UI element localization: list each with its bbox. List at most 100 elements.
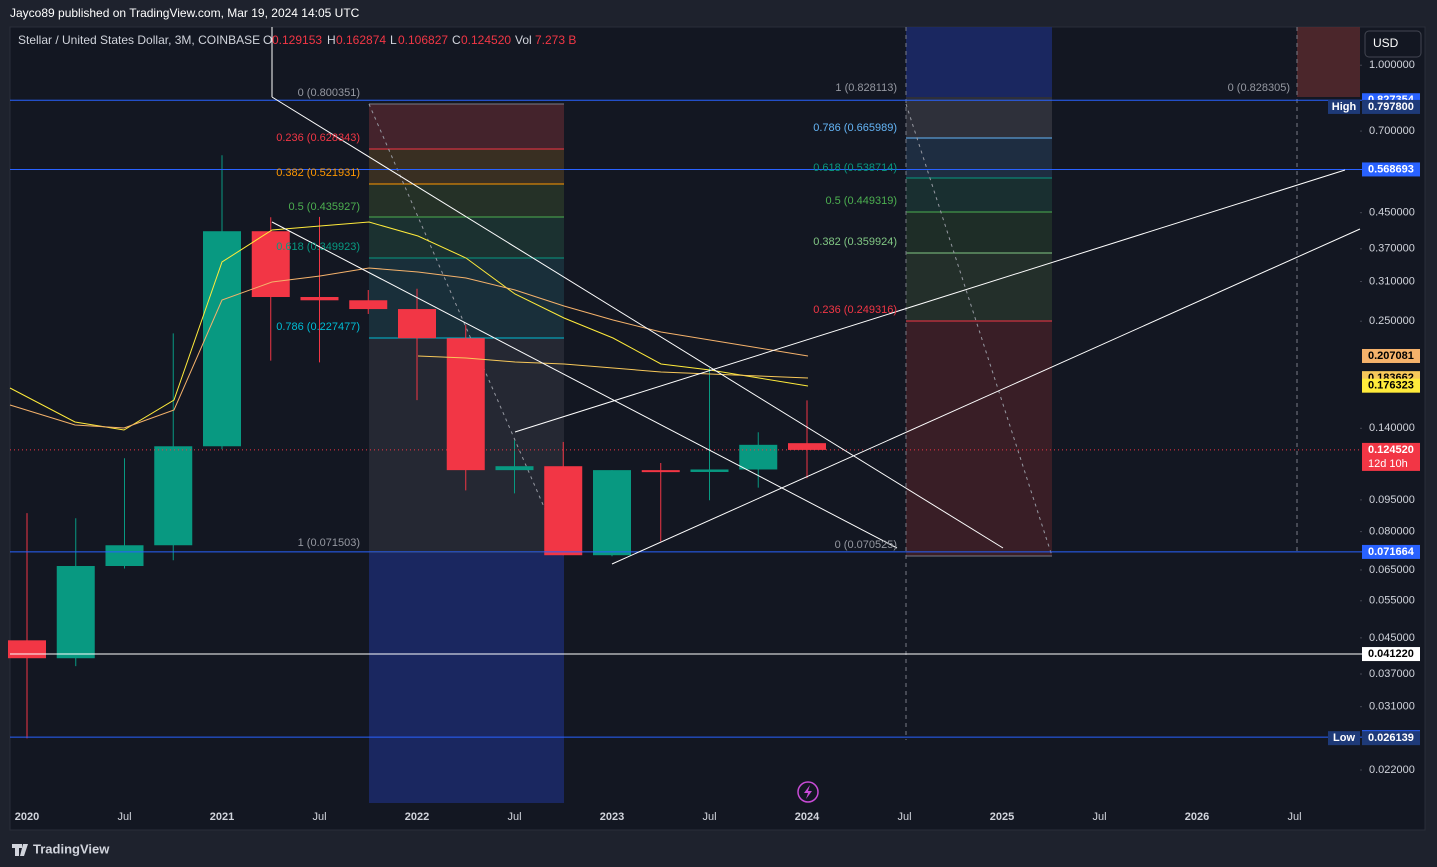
fib-zone (369, 149, 564, 184)
fib-label: 0.618 (0.538714) (813, 162, 897, 174)
y-tick-label: 0.095000 (1369, 494, 1415, 506)
fib-zone (906, 178, 1052, 212)
y-tick-label: 0.370000 (1369, 243, 1415, 255)
price-label: 0.797800 (1368, 101, 1414, 113)
y-tick-label: 0.055000 (1369, 595, 1415, 607)
currency-button[interactable] (1364, 30, 1422, 58)
candle-body (788, 443, 826, 450)
y-tick-label: 0.037000 (1369, 668, 1415, 680)
price-tag-bg (1328, 99, 1360, 114)
drawings (368, 27, 1360, 803)
fib-label: 1 (0.071503) (298, 537, 360, 549)
event-icon[interactable] (797, 781, 819, 803)
fib-label: 0 (0.070525) (835, 539, 897, 551)
fib-zone (369, 104, 564, 149)
y-tick-label: 0.080000 (1369, 526, 1415, 538)
candle-body (739, 444, 778, 470)
price-label-bg (1362, 99, 1420, 114)
ohlc-tag: C (452, 33, 461, 47)
trend-line (611, 228, 1361, 565)
ohlc-value: 0.106827 (398, 33, 448, 47)
x-tick-label: 2023 (600, 811, 624, 823)
x-tick-label: 2025 (990, 811, 1014, 823)
fib-label: 0.618 (0.349923) (276, 241, 360, 253)
x-tick-label: Jul (1287, 811, 1301, 823)
footer: TradingView (33, 841, 110, 856)
currency[interactable]: USD (1373, 36, 1399, 50)
candle-body (398, 309, 436, 339)
x-tick-label: 2024 (795, 811, 820, 823)
fib-label: 0.236 (0.249316) (813, 304, 897, 316)
logo (12, 844, 28, 856)
candle-body (349, 300, 388, 310)
y-tick-label: 1.000000 (1369, 59, 1415, 71)
candle-body (203, 231, 241, 447)
price-tag: High (1332, 101, 1357, 113)
ohlc-value: 0.124520 (461, 33, 511, 47)
price-label: 0.568693 (1368, 163, 1414, 175)
fib-label: 0 (0.800351) (298, 87, 360, 99)
price-tag-bg (1328, 731, 1360, 746)
price-label: 0.124520 (1368, 444, 1414, 456)
price-label-bg (1362, 647, 1420, 662)
candle-body (593, 470, 631, 556)
ohlc-value: 0.129153 (272, 33, 322, 47)
x-tick-label: 2022 (405, 811, 429, 823)
ma-line (417, 355, 809, 379)
ohlc-tag: L (390, 33, 397, 47)
ma-line (9, 267, 809, 429)
trend-line (271, 221, 898, 549)
y-tick-label: 0.450000 (1369, 207, 1415, 219)
price-label-bg (1362, 378, 1420, 393)
candle-body (105, 545, 144, 567)
candle-body (56, 566, 95, 659)
box (906, 27, 1052, 97)
fib-zone (369, 217, 564, 258)
x-tick-label: 2020 (15, 811, 39, 823)
price-label: 0.026139 (1368, 732, 1414, 744)
fib-label: 0.236 (0.628343) (276, 132, 360, 144)
y-tick-label: 0.031000 (1369, 701, 1415, 713)
candle-body (446, 338, 485, 471)
price-label-bg (1362, 731, 1420, 746)
y-tick-label: 0.310000 (1369, 275, 1415, 287)
candle-body (641, 470, 680, 473)
candle-body (154, 446, 193, 546)
ohlc-value: 0.162874 (336, 33, 386, 47)
fib-label: 1 (0.828113) (835, 82, 897, 94)
y-tick-label: 0.065000 (1369, 564, 1415, 576)
fib-zone (906, 321, 1052, 556)
candle-body (8, 640, 46, 659)
price-label-bg (1362, 442, 1420, 471)
published: Jayco89 published on TradingView.com, Ma… (10, 6, 360, 20)
candle-body (690, 469, 729, 472)
y-tick-label: 0.022000 (1369, 764, 1415, 776)
fib-label: 0.786 (0.227477) (276, 321, 360, 333)
countdown: 12d 10h (1368, 458, 1408, 470)
candle-body (300, 297, 339, 301)
fib-label: 0.382 (0.521931) (276, 167, 360, 179)
price-label: 0.176323 (1368, 380, 1414, 392)
fib-zone (906, 138, 1052, 178)
ohlc-tag: Vol (515, 33, 532, 47)
ohlc-value: 7.273 B (535, 33, 576, 47)
x-tick-label: 2026 (1185, 811, 1209, 823)
x-tick-label: Jul (507, 811, 521, 823)
fib-label: 0 (0.828305) (1228, 82, 1290, 94)
fib-label: 0.5 (0.435927) (288, 201, 360, 213)
price-label: 0.207081 (1368, 350, 1414, 362)
price-tag: Low (1333, 732, 1355, 744)
ohlc-tag: H (327, 33, 336, 47)
y-tick-label: 0.250000 (1369, 315, 1415, 327)
trend-line (271, 96, 1004, 549)
y-tick-label: 0.045000 (1369, 632, 1415, 644)
x-tick-label: Jul (117, 811, 131, 823)
fib-label: 0.786 (0.665989) (813, 122, 897, 134)
candle-body (251, 231, 290, 298)
symbol: Stellar / United States Dollar, 3M, COIN… (18, 33, 260, 47)
dashed-line (905, 103, 1053, 557)
trend-line (514, 169, 1346, 433)
ma-line (9, 221, 809, 431)
